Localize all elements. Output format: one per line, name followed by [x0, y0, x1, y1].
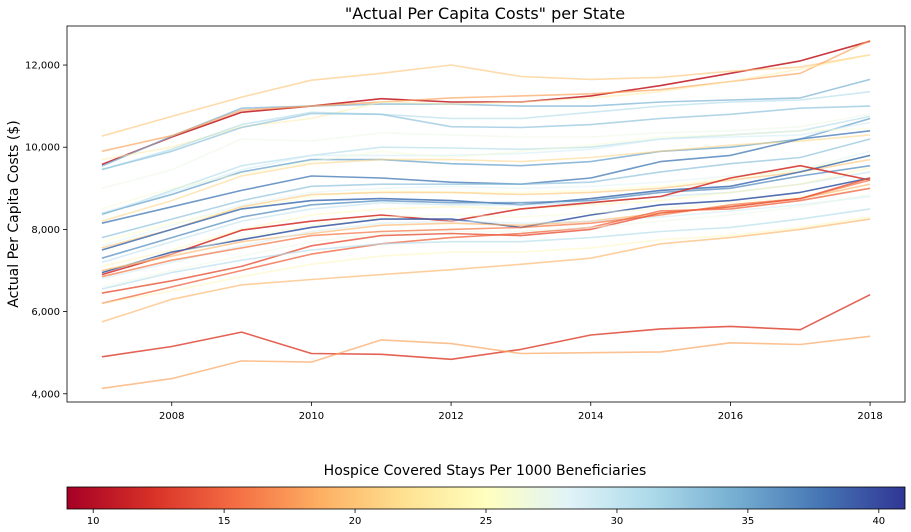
series-layer [101, 39, 871, 390]
series-line-27 [101, 195, 871, 280]
series-line-22 [101, 167, 871, 268]
series-line-21 [101, 171, 871, 264]
x-tick-label: 2016 [718, 411, 743, 422]
series-line-15 [101, 138, 871, 239]
series-line-23 [101, 164, 871, 276]
colorbar-tick-label: 10 [87, 516, 100, 527]
colorbar-tick-label: 35 [742, 516, 755, 527]
series-line-3 [101, 54, 871, 137]
y-axis-title: Actual Per Capita Costs ($) [6, 120, 22, 307]
series-line-30 [101, 187, 871, 305]
series-line-14 [101, 130, 871, 224]
series-line-33 [101, 216, 871, 305]
series-line-12 [101, 127, 871, 210]
colorbar-title: Hospice Covered Stays Per 1000 Beneficia… [324, 463, 647, 479]
colorbar-tick-label: 30 [611, 516, 624, 527]
y-tick-label: 8,000 [31, 225, 60, 236]
series-line-28 [101, 179, 871, 278]
colorbar [66, 486, 906, 510]
colorbar-tick-label: 25 [480, 516, 493, 527]
chart-title: "Actual Per Capita Costs" per State [345, 4, 625, 23]
x-tick-label: 2018 [857, 411, 882, 422]
series-line-6 [101, 90, 871, 171]
x-axis: 2008 2010 2012 2014 2016 2018 [159, 402, 883, 422]
colorbar-tick-label: 40 [872, 516, 885, 527]
series-line-11 [101, 121, 871, 214]
y-tick-label: 4,000 [31, 389, 60, 400]
series-line-32 [101, 208, 871, 290]
series-line-2 [101, 78, 871, 167]
x-tick-label: 2014 [578, 411, 603, 422]
series-line-25 [101, 187, 871, 272]
series-line-13 [101, 134, 871, 222]
y-tick-label: 10,000 [25, 143, 60, 154]
colorbar-tick-label: 15 [218, 516, 231, 527]
series-line-24 [101, 177, 871, 274]
colorbar-tick-label: 20 [349, 516, 362, 527]
series-line-29 [101, 177, 871, 294]
colorbar-axis: 10 15 20 25 30 35 40 [87, 509, 885, 527]
x-tick-label: 2010 [299, 411, 324, 422]
y-tick-label: 12,000 [25, 61, 60, 72]
y-axis: 4,000 6,000 8,000 10,000 12,000 [25, 61, 67, 400]
series-line-9 [101, 115, 871, 216]
series-line-16 [101, 150, 871, 247]
series-line-34 [101, 218, 871, 323]
series-line-36 [101, 335, 871, 390]
series-line-7 [101, 105, 871, 171]
series-line-20 [101, 164, 871, 259]
series-line-10 [101, 117, 871, 215]
x-tick-label: 2008 [159, 411, 184, 422]
series-line-35 [101, 293, 871, 361]
x-tick-label: 2012 [438, 411, 463, 422]
plot-frame [66, 25, 906, 403]
y-tick-label: 6,000 [31, 307, 60, 318]
series-line-8 [101, 113, 871, 190]
series-line-5 [101, 54, 871, 161]
series-line-31 [101, 193, 871, 288]
series-line-18 [101, 158, 871, 249]
